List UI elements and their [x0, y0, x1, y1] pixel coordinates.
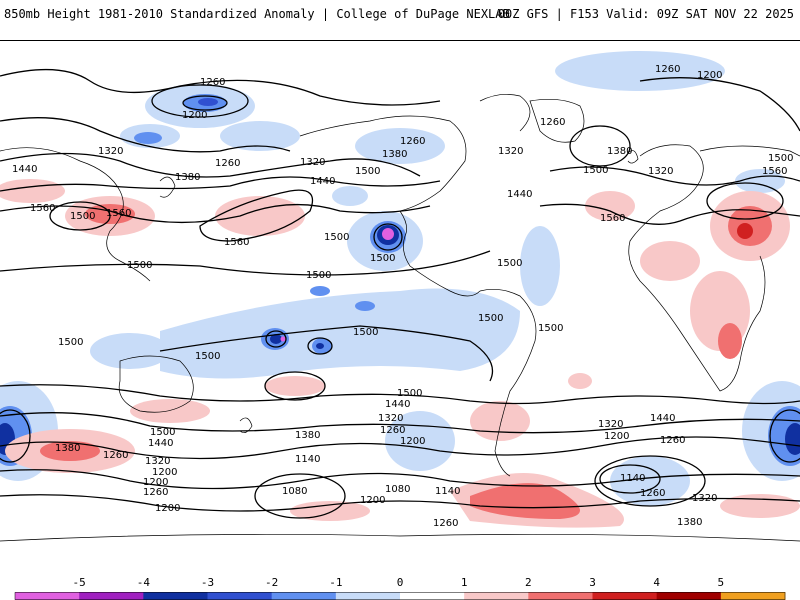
contour-label: 1440 — [507, 189, 532, 200]
contour-label: 1500 — [768, 153, 793, 164]
contour-label: 1500 — [306, 270, 331, 281]
colorbar-tick-label: -5 — [72, 576, 86, 589]
contour-label: 1380 — [295, 430, 320, 441]
contour-label: 1320 — [145, 456, 170, 467]
contour-label: 1440 — [310, 176, 335, 187]
contour-label: 1500 — [195, 351, 220, 362]
colorbar-tick-label: 5 — [717, 576, 725, 589]
contour-label: 1500 — [583, 165, 608, 176]
colorbar-swatch — [207, 592, 273, 600]
colorbar-swatch — [400, 592, 465, 600]
contour-label: 1320 — [598, 419, 623, 430]
colorbar-tick-label: 1 — [460, 576, 468, 589]
contour-label: 1440 — [385, 399, 410, 410]
colorbar-tick-label: -4 — [136, 576, 150, 589]
contour-label: 1260 — [103, 450, 128, 461]
contour-label: 1200 — [152, 467, 177, 478]
contour-label: 1320 — [648, 166, 673, 177]
contour-label: 1260 — [660, 435, 685, 446]
contour-label: 1140 — [620, 473, 645, 484]
contour-label: 1200 — [182, 110, 207, 121]
contour-label: 1500 — [497, 258, 522, 269]
colorbar-tick-label: 4 — [653, 576, 660, 589]
contour-label: 1440 — [650, 413, 675, 424]
contour-label: 1500 — [397, 388, 422, 399]
colorbar-tick-label: -2 — [265, 576, 279, 589]
colorbar-swatch — [720, 592, 786, 600]
colorbar-gradient — [14, 592, 786, 600]
header: 850mb Height 1981-2010 Standardized Anom… — [0, 0, 800, 30]
contour-label: 1260 — [380, 425, 405, 436]
contour-label: 1560 — [600, 213, 625, 224]
contour-label: 1260 — [143, 487, 168, 498]
colorbar-swatch — [271, 592, 337, 600]
contour-label: 1260 — [655, 64, 680, 75]
contour-label: 1320 — [378, 413, 403, 424]
contour-label: 1500 — [538, 323, 563, 334]
height-contours — [0, 68, 800, 519]
colorbar-swatch — [656, 592, 722, 600]
contour-label: 1500 — [150, 427, 175, 438]
map-panel: 1260 1200 1260 1200 1320 1440 1380 1260 … — [0, 40, 800, 559]
contour-label: 1380 — [175, 172, 200, 183]
contour-label: 1200 — [143, 477, 168, 488]
contour-label: 1260 — [200, 77, 225, 88]
contour-label: 1200 — [604, 431, 629, 442]
contour-label: 1560 — [762, 166, 787, 177]
contour-label: 1500 — [478, 313, 503, 324]
colorbar-tick-label: 2 — [525, 576, 532, 589]
colorbar-swatch — [15, 592, 80, 600]
contour-label: 1320 — [98, 146, 123, 157]
contour-label: 1380 — [55, 443, 80, 454]
colorbar-swatch — [464, 592, 529, 600]
colorbar-legend: -5 -4 -3 -2 -1 0 1 2 3 4 5 — [0, 570, 800, 600]
colorbar-swatch — [79, 592, 144, 600]
contour-label: 1080 — [282, 486, 307, 497]
map-title: 850mb Height 1981-2010 Standardized Anom… — [4, 7, 510, 21]
colorbar-tick-label: 3 — [589, 576, 596, 589]
contour-label: 1500 — [324, 232, 349, 243]
colorbar-swatch — [143, 592, 208, 600]
contour-label: 1320 — [692, 493, 717, 504]
contour-label: 1380 — [382, 149, 407, 160]
contour-label: 1320 — [300, 157, 325, 168]
contour-label: 1500 — [370, 253, 395, 264]
contour-label: 1500 — [70, 211, 95, 222]
contour-label: 1560 — [224, 237, 249, 248]
colorbar-tick-label: 0 — [396, 576, 404, 589]
contour-label: 1260 — [215, 158, 240, 169]
colorbar-swatch — [528, 592, 593, 600]
contour-label: 1560 — [106, 208, 131, 219]
contour-label: 1380 — [677, 517, 702, 528]
contour-label: 1500 — [58, 337, 83, 348]
contour-label: 1260 — [640, 488, 665, 499]
contour-label: 1260 — [540, 117, 565, 128]
run-valid-time: 00Z GFS | F153 Valid: 09Z SAT NOV 22 202… — [497, 7, 794, 21]
contour-label: 1140 — [435, 486, 460, 497]
contour-label: 1500 — [353, 327, 378, 338]
contour-label: 1500 — [355, 166, 380, 177]
contour-label: 1200 — [697, 70, 722, 81]
contour-label: 1200 — [400, 436, 425, 447]
contour-label: 1380 — [607, 146, 632, 157]
coastlines — [0, 94, 800, 542]
colorbar-swatch — [592, 592, 658, 600]
contour-label: 1200 — [360, 495, 385, 506]
colorbar-tick-label: -1 — [329, 576, 343, 589]
contour-label: 1260 — [433, 518, 458, 529]
contour-label: 1140 — [295, 454, 320, 465]
contour-label: 1320 — [498, 146, 523, 157]
contour-label: 1200 — [155, 503, 180, 514]
contour-label: 1080 — [385, 484, 410, 495]
contour-labels: 1260 1200 1260 1200 1320 1440 1380 1260 … — [12, 64, 793, 529]
contour-label: 1260 — [400, 136, 425, 147]
contour-label: 1440 — [148, 438, 173, 449]
contour-label: 1440 — [12, 164, 37, 175]
contour-label: 1560 — [30, 203, 55, 214]
anomaly-map: 1260 1200 1260 1200 1320 1440 1380 1260 … — [0, 41, 800, 559]
colorbar-tick-label: -3 — [200, 576, 215, 589]
contour-label: 1500 — [127, 260, 152, 271]
colorbar-swatch — [335, 592, 401, 600]
